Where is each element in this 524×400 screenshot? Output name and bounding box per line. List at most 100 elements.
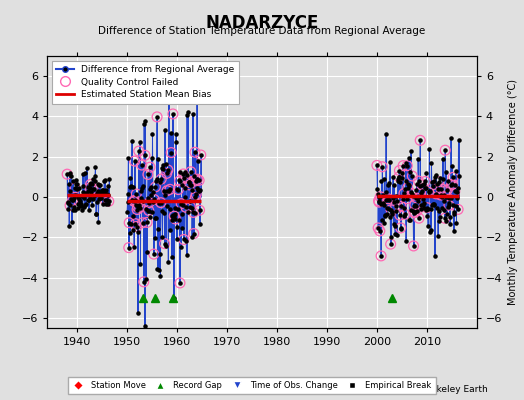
Point (375, 194, 384, 201)
Point (373, 185, 381, 192)
Point (446, 214, 454, 220)
Point (374, 191, 382, 198)
Point (179, 171, 188, 177)
Point (176, 280, 184, 286)
Point (139, 279, 148, 285)
Point (443, 211, 451, 218)
Point (139, 183, 148, 190)
Point (141, 152, 149, 158)
Point (375, 199, 383, 205)
Point (131, 197, 139, 204)
Point (408, 190, 416, 197)
Point (131, 197, 139, 204)
Point (376, 228, 384, 234)
Point (71, 207, 80, 213)
Point (143, 249, 151, 256)
Point (397, 203, 405, 210)
Point (453, 185, 462, 192)
Point (159, 166, 168, 172)
Point (77, 201, 85, 208)
Point (196, 187, 204, 194)
Point (176, 178, 184, 184)
Point (171, 216, 180, 222)
Point (193, 176, 202, 182)
Point (413, 208, 421, 214)
Point (70, 192, 79, 198)
Point (63, 171, 71, 177)
Point (411, 209, 419, 216)
Point (69, 207, 78, 213)
Point (438, 205, 446, 212)
Point (192, 184, 201, 191)
Point (190, 173, 198, 179)
Point (421, 184, 430, 191)
Point (66, 188, 74, 194)
Point (143, 219, 151, 226)
Point (68, 197, 77, 204)
Point (176, 168, 184, 175)
Point (383, 210, 391, 217)
Point (397, 225, 405, 231)
Point (71, 184, 79, 191)
Point (451, 182, 460, 188)
Point (454, 136, 463, 143)
Point (441, 147, 450, 153)
Point (69, 177, 77, 184)
Point (82, 200, 90, 207)
Point (91, 164, 100, 170)
Point (386, 214, 395, 220)
Point (70, 194, 78, 201)
Point (166, 227, 174, 234)
Point (376, 194, 385, 200)
Point (184, 109, 192, 115)
Point (373, 162, 381, 168)
Point (137, 194, 145, 201)
Point (425, 146, 433, 152)
Point (431, 174, 440, 180)
Point (80, 195, 88, 201)
Point (129, 213, 137, 220)
Point (415, 215, 423, 221)
Point (98, 190, 106, 196)
Point (170, 213, 178, 219)
Point (169, 111, 177, 117)
Point (88, 202, 96, 208)
Point (387, 206, 395, 213)
Point (165, 187, 173, 194)
Point (124, 191, 132, 197)
Point (424, 189, 433, 195)
Point (67, 173, 75, 180)
Point (174, 186, 182, 193)
Point (384, 196, 392, 202)
Point (77, 201, 85, 208)
Point (161, 192, 170, 198)
Point (398, 170, 407, 176)
Point (453, 195, 461, 202)
Point (86, 181, 95, 188)
Point (411, 202, 419, 208)
Point (396, 212, 404, 218)
Point (160, 188, 168, 195)
Point (88, 181, 96, 187)
Point (447, 182, 456, 188)
Point (180, 236, 188, 243)
Point (376, 194, 385, 200)
Point (409, 193, 417, 200)
Point (89, 186, 97, 192)
Point (163, 188, 171, 194)
Point (135, 148, 143, 154)
Point (68, 219, 76, 226)
Point (417, 190, 425, 197)
Point (135, 204, 144, 211)
Point (96, 195, 105, 201)
Point (105, 176, 113, 182)
Point (420, 180, 428, 187)
Point (384, 196, 392, 202)
Point (168, 216, 176, 223)
Point (146, 164, 154, 170)
Point (64, 199, 72, 206)
Point (414, 178, 423, 184)
Point (444, 204, 452, 210)
Point (195, 207, 204, 214)
Point (418, 182, 426, 188)
